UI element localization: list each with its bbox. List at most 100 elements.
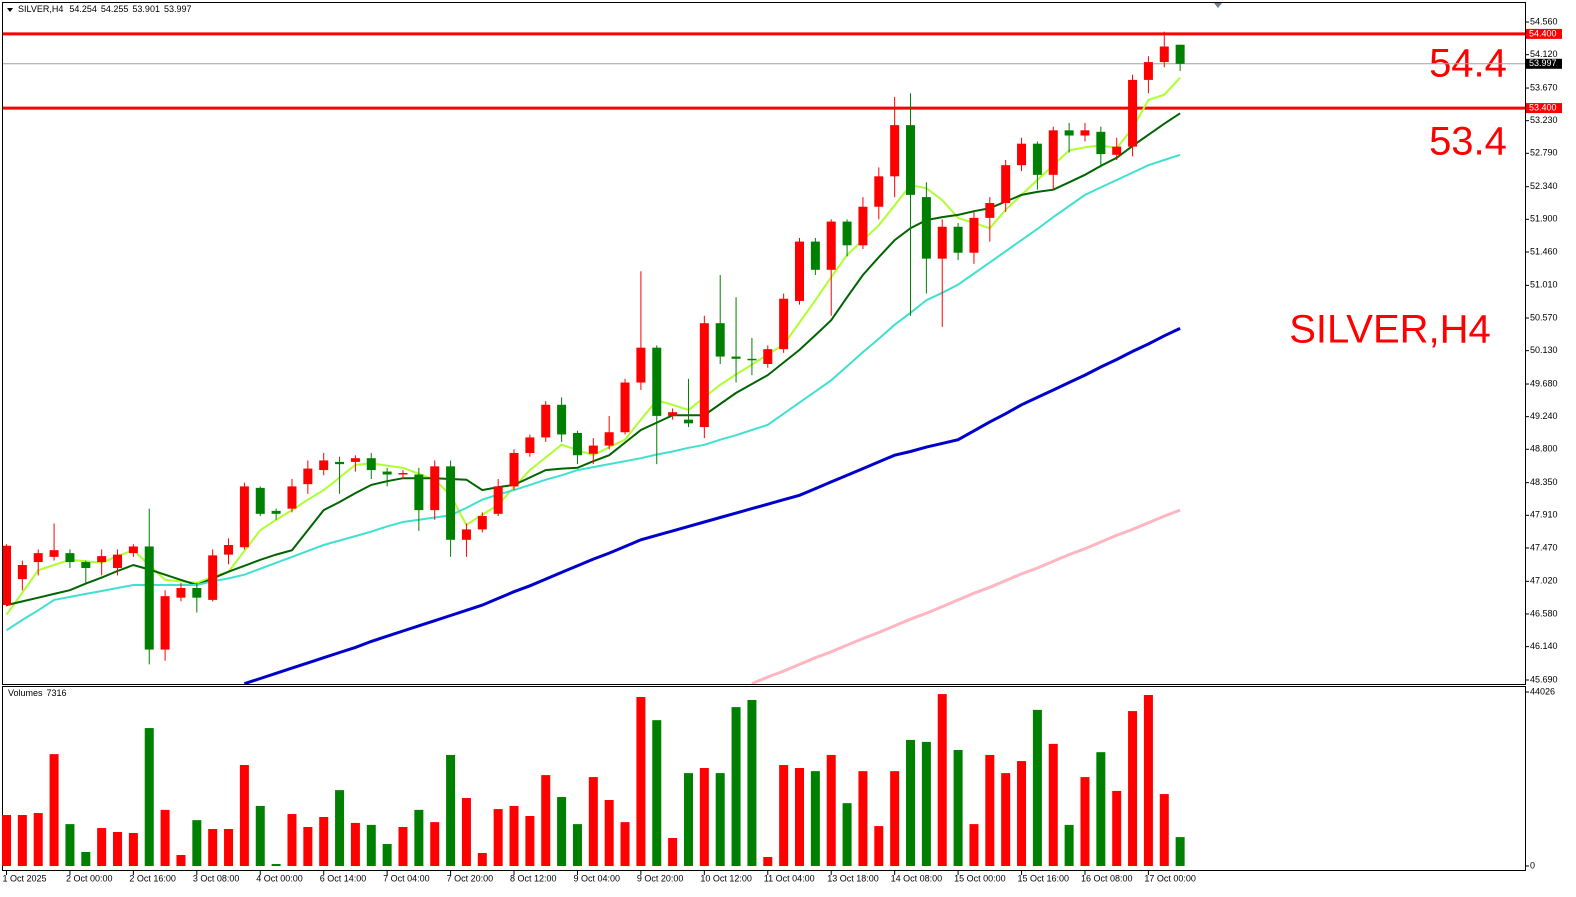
volume-bar: [113, 832, 123, 866]
x-tick-label: 11 Oct 04:00: [764, 873, 815, 883]
volume-bar: [620, 822, 630, 866]
volume-bar: [1143, 695, 1153, 866]
candle-body: [985, 203, 995, 218]
volume-bar: [128, 832, 138, 866]
candle-body: [1143, 62, 1153, 80]
candle-body: [588, 445, 598, 454]
candle-body: [1128, 79, 1138, 147]
candle-body: [1032, 143, 1042, 175]
candle-body: [3, 545, 11, 606]
volume-bar: [795, 767, 804, 866]
x-tick-label: 14 Oct 08:00: [891, 873, 943, 883]
candle-body: [1175, 44, 1185, 64]
open: 54.254: [69, 4, 97, 14]
volume-panel: [2, 686, 1526, 871]
volume-bar: [33, 813, 43, 866]
volume-bar: [921, 741, 931, 866]
candle-body: [287, 486, 297, 509]
x-tick-label: 15 Oct 16:00: [1018, 873, 1070, 883]
header-icon: [7, 8, 13, 12]
x-tick-label: 9 Oct 04:00: [573, 873, 620, 883]
x-tick-label: 4 Oct 00:00: [256, 873, 303, 883]
volume-bar: [858, 771, 868, 866]
y-tick-label: 47.020: [1530, 576, 1558, 586]
candle-body: [255, 487, 265, 514]
candle-body: [1064, 130, 1074, 136]
volume-bar: [810, 771, 820, 866]
volume-bar: [461, 798, 471, 866]
candle-body: [382, 471, 392, 475]
y-tick-label: 52.790: [1530, 148, 1558, 158]
volume-bar: [49, 754, 59, 866]
candle-body: [795, 241, 804, 301]
candle-body: [652, 347, 662, 416]
volume-bar: [572, 824, 582, 866]
moving-average: [243, 327, 1181, 684]
volume-bar: [509, 805, 519, 866]
candle-body: [160, 596, 170, 650]
candle-body: [128, 546, 138, 554]
volume-bar: [350, 822, 360, 866]
volume-bar: [906, 739, 916, 866]
v-tick-label: 0: [1530, 860, 1535, 870]
volume-bar: [477, 852, 487, 866]
candle-body: [874, 176, 884, 207]
candle-body: [49, 550, 59, 557]
volume-bar: [779, 765, 789, 866]
plot: [3, 31, 1525, 684]
main-panel: [2, 2, 1526, 685]
moving-average: [751, 508, 1181, 684]
volume-bar: [303, 826, 313, 866]
volume-bar: [97, 828, 107, 866]
volume-bar: [366, 824, 376, 866]
candle-body: [683, 419, 693, 424]
annotation: 53.4: [1429, 120, 1507, 164]
volume-bar: [319, 816, 329, 866]
y-tick-label: 47.470: [1530, 542, 1558, 552]
candle-body: [17, 565, 27, 580]
candle-body: [779, 298, 789, 350]
volume-bar: [763, 856, 773, 866]
volume-bar: [557, 797, 567, 866]
symbol: SILVER,H4: [18, 4, 63, 14]
candle-body: [176, 588, 186, 598]
y-tick-label: 53.230: [1530, 115, 1558, 125]
y-tick-label: 50.130: [1530, 345, 1558, 355]
candle-body: [525, 437, 535, 454]
x-tick-label: 3 Oct 08:00: [193, 873, 240, 883]
shift-marker: [1214, 3, 1222, 8]
volume-bar: [890, 771, 900, 866]
volume-bar: [604, 799, 614, 866]
candle-body: [1112, 146, 1122, 155]
volume-bar: [1175, 837, 1185, 866]
candle-body: [208, 555, 218, 600]
candle-body: [398, 473, 408, 475]
volume-bar: [953, 750, 963, 866]
volume-bar: [1001, 773, 1011, 866]
candle-body: [668, 412, 678, 416]
y-tick-label: 51.460: [1530, 246, 1558, 256]
x-tick-label: 17 Oct 00:00: [1144, 873, 1196, 883]
volume-bar: [335, 790, 345, 866]
header: SILVER,H4 54.254 54.255 53.901 53.997: [18, 4, 191, 14]
x-tick-label: 2 Oct 16:00: [129, 873, 176, 883]
y-tick-label: 48.800: [1530, 444, 1558, 454]
candle-body: [144, 546, 154, 650]
volume-bar: [176, 855, 186, 866]
volume-bar: [1048, 743, 1058, 866]
candle-body: [366, 458, 376, 471]
candle-body: [826, 221, 836, 270]
candle-body: [477, 516, 487, 530]
volume-bar: [208, 829, 218, 866]
moving-average: [5, 153, 1181, 632]
volume-bar: [2, 815, 11, 866]
y-tick-label: 48.350: [1530, 477, 1558, 487]
candle-body: [763, 349, 773, 364]
x-tick-label: 2 Oct 00:00: [66, 873, 113, 883]
candle-body: [1048, 130, 1058, 175]
volume-bar: [826, 754, 836, 866]
candle-body: [350, 458, 360, 462]
volume-bar: [414, 809, 424, 866]
candle-body: [239, 486, 249, 548]
